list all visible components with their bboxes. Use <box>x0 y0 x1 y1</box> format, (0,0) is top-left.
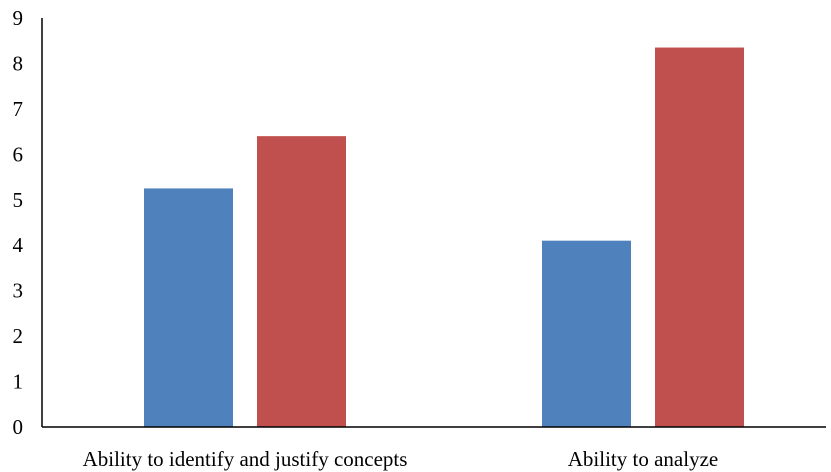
y-tick-label: 2 <box>13 324 24 348</box>
x-axis-labels: Ability to identify and justify concepts… <box>83 447 719 471</box>
y-axis-ticks: 0 1 2 3 4 5 6 7 8 9 <box>13 6 24 439</box>
bars <box>144 47 744 428</box>
bar-series-1-category-1 <box>144 188 233 427</box>
y-tick-label: 3 <box>13 279 24 303</box>
y-tick-label: 7 <box>13 97 24 121</box>
y-tick-label: 8 <box>13 51 24 75</box>
bar-series-2-category-2 <box>655 47 744 428</box>
x-category-label: Ability to identify and justify concepts <box>83 447 408 471</box>
y-tick-label: 9 <box>13 6 24 30</box>
bar-series-2-category-1 <box>257 136 346 427</box>
bar-series-1-category-2 <box>542 240 631 427</box>
y-tick-label: 0 <box>13 415 24 439</box>
y-tick-label: 5 <box>13 188 24 212</box>
y-tick-label: 6 <box>13 142 24 166</box>
y-tick-label: 4 <box>13 233 24 257</box>
y-tick-label: 1 <box>13 370 24 394</box>
x-category-label: Ability to analyze <box>568 447 718 471</box>
